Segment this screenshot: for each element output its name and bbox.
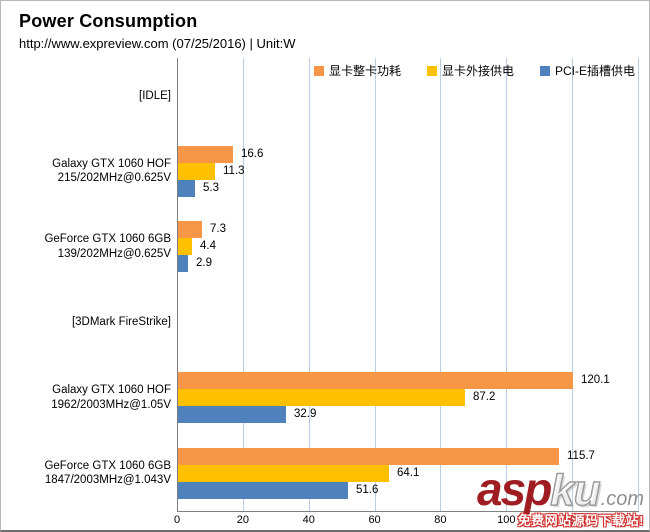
category-label-line: 139/202MHz@0.625V bbox=[57, 247, 171, 260]
bar-1-显卡外接供电 bbox=[178, 163, 215, 180]
x-tick-60: 60 bbox=[368, 514, 381, 526]
bar-value-label: 87.2 bbox=[473, 391, 496, 403]
gridline-140 bbox=[638, 58, 639, 511]
bar-2-显卡外接供电 bbox=[178, 238, 192, 255]
category-label-line: [IDLE] bbox=[139, 89, 171, 102]
bar-value-label: 5.3 bbox=[203, 182, 219, 194]
legend-swatch-icon bbox=[539, 65, 550, 76]
bar-2-PCI-E插槽供电 bbox=[178, 255, 188, 272]
gridline-80 bbox=[440, 58, 441, 511]
category-label-line: Galaxy GTX 1060 HOF bbox=[52, 384, 171, 397]
bar-4-显卡外接供电 bbox=[178, 389, 465, 406]
bar-1-显卡整卡功耗 bbox=[178, 146, 233, 163]
chart-legend: 显卡整卡功耗 显卡外接供电 PCI-E插槽供电 bbox=[313, 62, 635, 79]
plot-area bbox=[177, 58, 639, 511]
category-label-4: Galaxy GTX 1060 HOF 1962/2003MHz@1.05V bbox=[7, 360, 171, 436]
category-label-line: 1847/2003MHz@1.043V bbox=[44, 474, 171, 487]
gridline-120 bbox=[572, 58, 573, 511]
bar-value-label: 4.4 bbox=[200, 240, 216, 252]
bar-value-label: 16.6 bbox=[241, 148, 264, 160]
bar-1-PCI-E插槽供电 bbox=[178, 180, 195, 197]
bar-4-PCI-E插槽供电 bbox=[178, 406, 286, 423]
category-label-line: [3DMark FireStrike] bbox=[71, 316, 171, 329]
bar-5-显卡外接供电 bbox=[178, 465, 389, 482]
category-label-2: GeForce GTX 1060 6GB 139/202MHz@0.625V bbox=[7, 209, 171, 285]
chart-subtitle: http://www.expreview.com (07/25/2016) | … bbox=[19, 36, 296, 51]
category-label-line: GeForce GTX 1060 6GB bbox=[44, 459, 171, 472]
chart-title: Power Consumption bbox=[19, 11, 198, 31]
category-label-5: GeForce GTX 1060 6GB 1847/2003MHz@1.043V bbox=[7, 436, 171, 512]
legend-label: PCI-E插槽供电 bbox=[554, 64, 635, 78]
category-label-line: 215/202MHz@0.625V bbox=[57, 172, 171, 185]
category-label-3: [3DMark FireStrike] bbox=[7, 285, 171, 361]
category-label-line: 1962/2003MHz@1.05V bbox=[51, 398, 171, 411]
legend-item-0: 显卡整卡功耗 bbox=[313, 62, 401, 79]
legend-label: 显卡整卡功耗 bbox=[328, 64, 401, 78]
gridline-60 bbox=[375, 58, 376, 511]
legend-item-2: PCI-E插槽供电 bbox=[539, 62, 635, 79]
legend-swatch-icon bbox=[313, 65, 324, 76]
x-tick-0: 0 bbox=[173, 514, 181, 526]
x-tick-100: 100 bbox=[497, 514, 516, 526]
bar-5-显卡整卡功耗 bbox=[178, 448, 559, 465]
x-tick-120: 120 bbox=[562, 514, 582, 526]
bar-value-label: 32.9 bbox=[294, 408, 317, 420]
category-label-1: Galaxy GTX 1060 HOF 215/202MHz@0.625V bbox=[7, 134, 171, 210]
bar-4-显卡整卡功耗 bbox=[178, 372, 573, 389]
bar-value-label: 51.6 bbox=[356, 484, 379, 496]
x-tick-80: 80 bbox=[434, 514, 447, 526]
legend-label: 显卡外接供电 bbox=[441, 64, 514, 78]
x-tick-20: 20 bbox=[236, 514, 249, 526]
bar-value-label: 7.3 bbox=[210, 223, 226, 235]
category-label-line: GeForce GTX 1060 6GB bbox=[44, 233, 171, 246]
x-tick-40: 40 bbox=[302, 514, 315, 526]
bar-value-label: 64.1 bbox=[397, 467, 420, 479]
category-label-0: [IDLE] bbox=[7, 58, 171, 134]
bar-value-label: 120.1 bbox=[581, 374, 610, 386]
gridline-40 bbox=[309, 58, 310, 511]
legend-swatch-icon bbox=[426, 65, 437, 76]
value-axis-line bbox=[177, 511, 639, 512]
category-label-line: Galaxy GTX 1060 HOF bbox=[52, 157, 171, 170]
bar-value-label: 115.7 bbox=[567, 450, 595, 462]
gridline-100 bbox=[506, 58, 507, 511]
gridline-20 bbox=[243, 58, 244, 511]
bar-5-PCI-E插槽供电 bbox=[178, 482, 348, 499]
bar-value-label: 11.3 bbox=[223, 165, 245, 177]
bar-value-label: 2.9 bbox=[196, 257, 212, 269]
category-axis-line bbox=[177, 58, 178, 511]
legend-item-1: 显卡外接供电 bbox=[426, 62, 514, 79]
bar-2-显卡整卡功耗 bbox=[178, 221, 202, 238]
